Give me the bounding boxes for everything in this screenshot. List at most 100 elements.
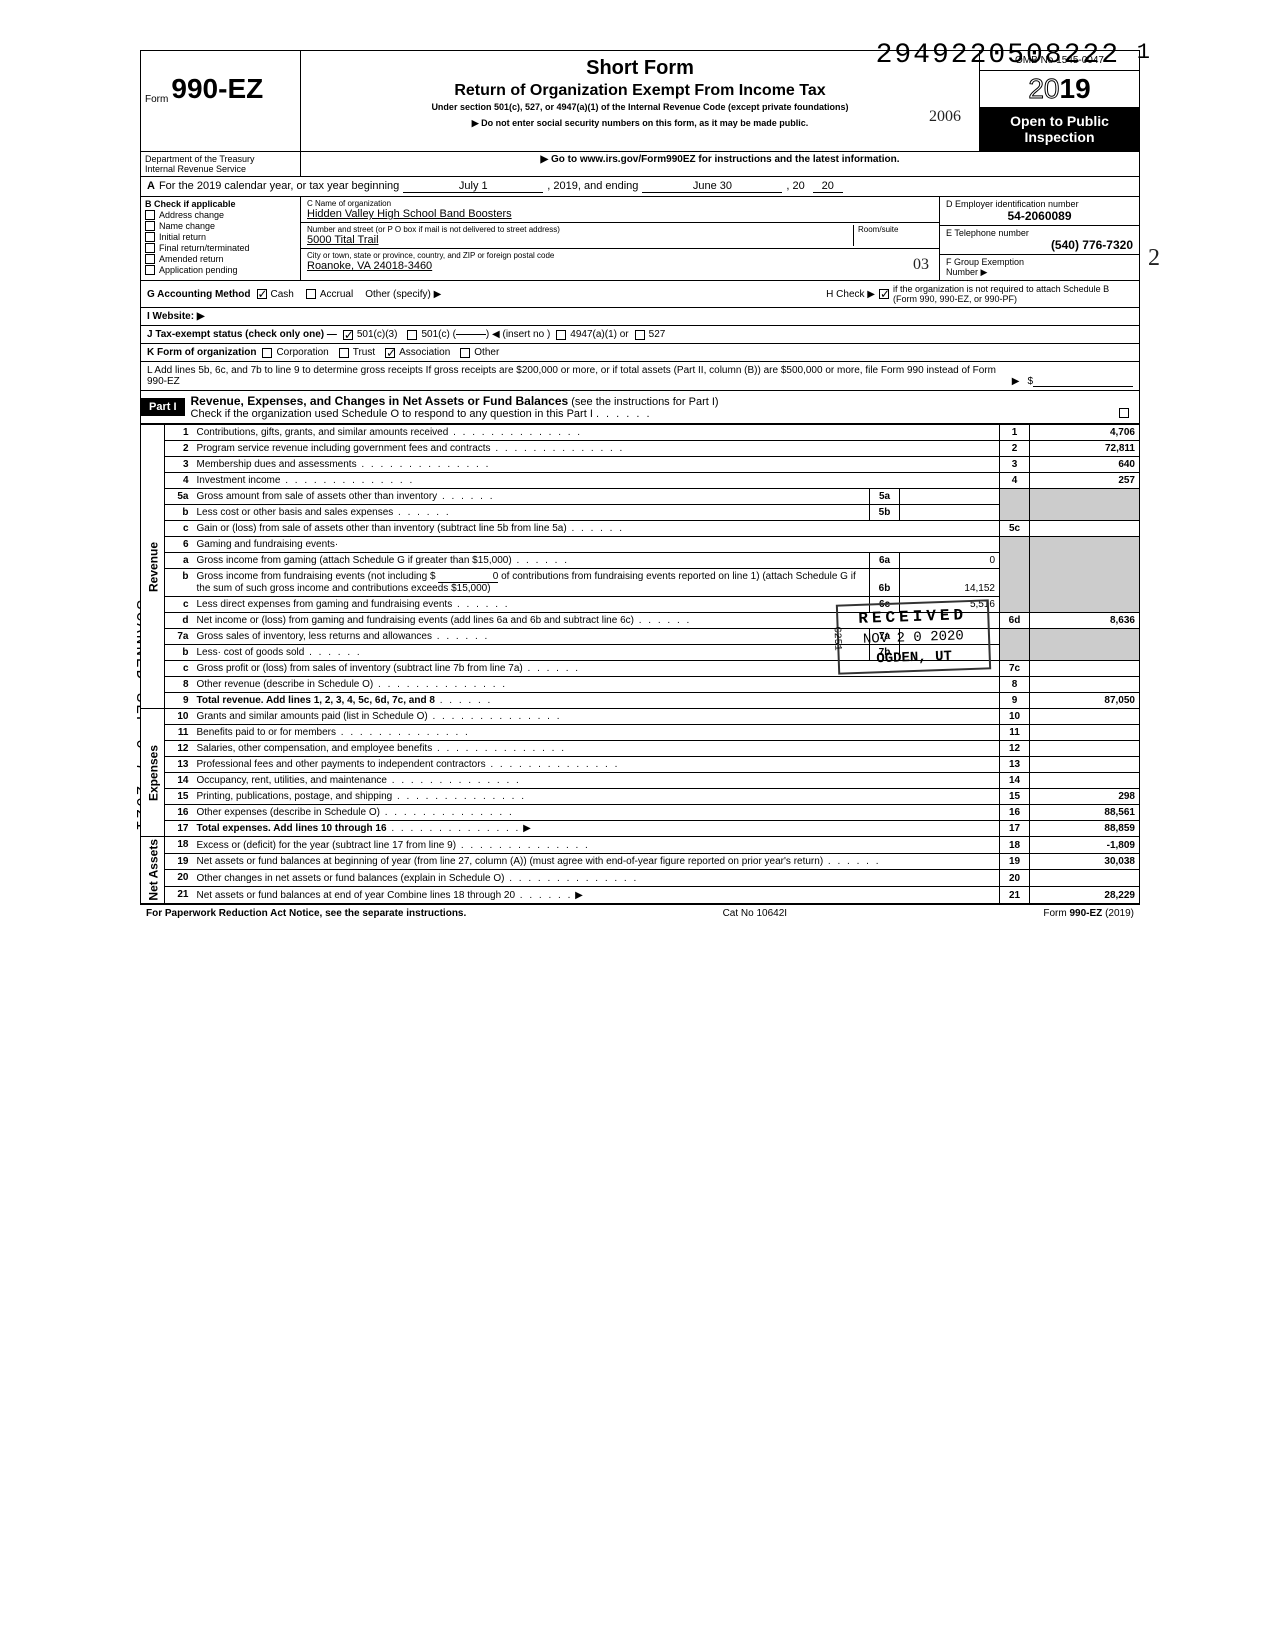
l21-amount: 28,229 bbox=[1030, 886, 1140, 903]
row-k: K Form of organization Corporation Trust… bbox=[140, 344, 1140, 362]
cb-final-return[interactable]: Final return/terminated bbox=[145, 243, 296, 253]
part1-title-bold: Revenue, Expenses, and Changes in Net As… bbox=[191, 394, 569, 408]
l7-shade-v bbox=[1030, 629, 1140, 661]
l3-num: 3 bbox=[165, 457, 193, 473]
cb-corp[interactable] bbox=[262, 348, 272, 358]
part1-label: Part I bbox=[141, 398, 185, 416]
l16-desc: Other expenses (describe in Schedule O) bbox=[197, 807, 380, 818]
cash-label: Cash bbox=[271, 289, 294, 300]
l5-shade-v bbox=[1030, 489, 1140, 521]
line-a: A For the 2019 calendar year, or tax yea… bbox=[140, 177, 1140, 197]
l7a-iv bbox=[900, 629, 1000, 645]
cb-4947[interactable] bbox=[556, 330, 566, 340]
l16-cn: 16 bbox=[1000, 805, 1030, 821]
l17-num: 17 bbox=[165, 821, 193, 837]
part1-title-suffix: (see the instructions for Part I) bbox=[571, 396, 718, 408]
l5a-desc: Gross amount from sale of assets other t… bbox=[197, 491, 438, 502]
line-8: 8 Other revenue (describe in Schedule O)… bbox=[141, 677, 1140, 693]
l9-num: 9 bbox=[165, 693, 193, 709]
l15-num: 15 bbox=[165, 789, 193, 805]
line-7a: 7a Gross sales of inventory, less return… bbox=[141, 629, 1140, 645]
phone: (540) 776-7320 bbox=[946, 238, 1133, 252]
l19-amount: 30,038 bbox=[1030, 853, 1140, 870]
l2-cn: 2 bbox=[1000, 441, 1030, 457]
expenses-side: Expenses bbox=[141, 709, 165, 837]
form-id-box: Form 990-EZ bbox=[141, 51, 301, 151]
phone-row: E Telephone number (540) 776-7320 bbox=[940, 226, 1139, 255]
l6d-cn: 6d bbox=[1000, 613, 1030, 629]
title-return: Return of Organization Exempt From Incom… bbox=[309, 82, 971, 100]
l18-amount: -1,809 bbox=[1030, 837, 1140, 854]
cb-cash[interactable] bbox=[257, 289, 267, 299]
l10-num: 10 bbox=[165, 709, 193, 725]
col-c: C Name of organization Hidden Valley Hig… bbox=[301, 197, 939, 280]
h-text2: if the organization is not required to a… bbox=[893, 284, 1133, 304]
l5c-cn: 5c bbox=[1000, 521, 1030, 537]
handwritten-2006: 2006 bbox=[929, 108, 961, 126]
cb-initial-return[interactable]: Initial return bbox=[145, 232, 296, 242]
cb-name-change[interactable]: Name change bbox=[145, 221, 296, 231]
part1-check-line: Check if the organization used Schedule … bbox=[191, 408, 593, 420]
line-a-text1: For the 2019 calendar year, or tax year … bbox=[159, 180, 399, 192]
l5a-iv bbox=[900, 489, 1000, 505]
l5a-in: 5a bbox=[870, 489, 900, 505]
cb-527[interactable] bbox=[635, 330, 645, 340]
l16-amount: 88,561 bbox=[1030, 805, 1140, 821]
l4-desc: Investment income bbox=[197, 475, 281, 486]
cb-application-pending[interactable]: Application pending bbox=[145, 265, 296, 275]
l5b-desc: Less cost or other basis and sales expen… bbox=[197, 507, 394, 518]
l1-num: 1 bbox=[165, 425, 193, 441]
l20-num: 20 bbox=[165, 870, 193, 887]
revenue-side: Revenue bbox=[141, 425, 165, 709]
l1-amount: 4,706 bbox=[1030, 425, 1140, 441]
l14-desc: Occupancy, rent, utilities, and maintena… bbox=[197, 775, 387, 786]
row-i: I Website: ▶ bbox=[140, 308, 1140, 326]
l6d-amount: 8,636 bbox=[1030, 613, 1140, 629]
l20-amount bbox=[1030, 870, 1140, 887]
l14-num: 14 bbox=[165, 773, 193, 789]
line-6b: b Gross income from fundraising events (… bbox=[141, 569, 1140, 597]
l12-cn: 12 bbox=[1000, 741, 1030, 757]
l11-cn: 11 bbox=[1000, 725, 1030, 741]
l10-desc: Grants and similar amounts paid (list in… bbox=[197, 711, 428, 722]
l21-arrow: ▶ bbox=[575, 890, 583, 901]
l7b-iv bbox=[900, 645, 1000, 661]
note-ssn: ▶ Do not enter social security numbers o… bbox=[309, 118, 971, 129]
l6b-iv: 14,152 bbox=[900, 569, 1000, 597]
line-11: 11 Benefits paid to or for members 11 bbox=[141, 725, 1140, 741]
tax-year: 2019 bbox=[980, 71, 1139, 107]
opt-501c-b: ) ◀ (insert no ) bbox=[486, 329, 550, 340]
cb-amended-label: Amended return bbox=[159, 254, 224, 264]
l6c-num: c bbox=[165, 597, 193, 613]
l6c-desc: Less direct expenses from gaming and fun… bbox=[197, 599, 453, 610]
l12-amount bbox=[1030, 741, 1140, 757]
line-6a: a Gross income from gaming (attach Sched… bbox=[141, 553, 1140, 569]
cb-501c[interactable] bbox=[407, 330, 417, 340]
l6c-iv: 5,516 bbox=[900, 597, 1000, 613]
h-text1: H Check ▶ bbox=[826, 289, 875, 300]
dept-l1: Department of the Treasury bbox=[145, 154, 296, 164]
l7b-desc: Less· cost of goods sold bbox=[197, 647, 305, 658]
phone-label: E Telephone number bbox=[946, 228, 1133, 238]
cb-address-change[interactable]: Address change bbox=[145, 210, 296, 220]
label-j: J Tax-exempt status (check only one) — bbox=[147, 329, 337, 340]
cb-accrual[interactable] bbox=[306, 289, 316, 299]
cb-trust[interactable] bbox=[339, 348, 349, 358]
dln-number: 2949220508222 bbox=[876, 40, 1120, 71]
cb-other-org[interactable] bbox=[460, 348, 470, 358]
info-block: B Check if applicable Address change Nam… bbox=[140, 197, 1140, 281]
line-10: Expenses 10 Grants and similar amounts p… bbox=[141, 709, 1140, 725]
l14-amount bbox=[1030, 773, 1140, 789]
line-a-suffix: , 20 bbox=[786, 180, 804, 192]
l12-desc: Salaries, other compensation, and employ… bbox=[197, 743, 433, 754]
cb-501c3[interactable] bbox=[343, 330, 353, 340]
cb-h[interactable] bbox=[879, 289, 889, 299]
line-14: 14 Occupancy, rent, utilities, and maint… bbox=[141, 773, 1140, 789]
cb-amended-return[interactable]: Amended return bbox=[145, 254, 296, 264]
cb-final-label: Final return/terminated bbox=[159, 243, 250, 253]
cb-schedule-o[interactable] bbox=[1119, 408, 1129, 418]
cb-assoc[interactable] bbox=[385, 348, 395, 358]
org-name-row: C Name of organization Hidden Valley Hig… bbox=[301, 197, 939, 223]
ein-row: D Employer identification number 54-2060… bbox=[940, 197, 1139, 226]
row-l-text: L Add lines 5b, 6c, and 7b to line 9 to … bbox=[147, 365, 1004, 387]
